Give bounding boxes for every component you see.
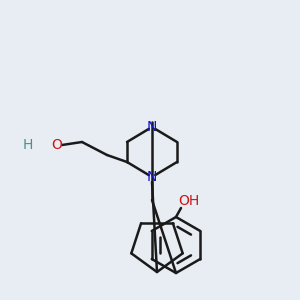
Text: H: H bbox=[23, 138, 33, 152]
Text: N: N bbox=[147, 170, 157, 184]
Text: O: O bbox=[52, 138, 62, 152]
Text: N: N bbox=[147, 120, 157, 134]
Text: OH: OH bbox=[178, 194, 200, 208]
